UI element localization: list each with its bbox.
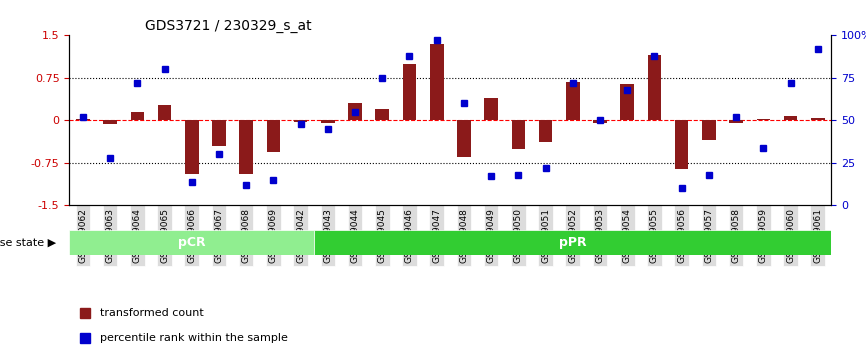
Bar (457, 120, 471, 157)
Bar (566, 82, 579, 120)
Bar (69, 35, 96, 205)
Bar (341, 35, 369, 205)
Bar (124, 35, 151, 205)
Bar (430, 44, 443, 120)
Bar (620, 84, 634, 120)
Bar (811, 118, 824, 120)
Bar (641, 35, 668, 205)
Bar (321, 120, 334, 123)
Bar (96, 35, 124, 205)
Bar (396, 35, 423, 205)
Bar (586, 35, 614, 205)
Bar (423, 35, 450, 205)
Bar (158, 105, 171, 120)
Text: disease state ▶: disease state ▶ (0, 238, 55, 247)
FancyBboxPatch shape (69, 230, 314, 255)
Bar (593, 120, 607, 123)
Text: pCR: pCR (178, 236, 205, 249)
Bar (532, 35, 559, 205)
Text: transformed count: transformed count (100, 308, 204, 318)
Bar (757, 119, 770, 120)
Text: percentile rank within the sample: percentile rank within the sample (100, 333, 288, 343)
Bar (294, 120, 307, 122)
Bar (369, 35, 396, 205)
Bar (539, 120, 553, 142)
Bar (267, 120, 281, 152)
Bar (695, 35, 722, 205)
Bar (260, 35, 287, 205)
Text: GDS3721 / 230329_s_at: GDS3721 / 230329_s_at (145, 19, 312, 33)
Bar (484, 98, 498, 120)
Bar (512, 120, 525, 149)
Bar (450, 35, 477, 205)
FancyBboxPatch shape (314, 230, 831, 255)
Bar (287, 35, 314, 205)
Bar (702, 120, 715, 140)
Bar (131, 112, 144, 120)
Bar (805, 35, 831, 205)
Bar (505, 35, 532, 205)
Bar (559, 35, 586, 205)
Bar (750, 35, 777, 205)
Bar (151, 35, 178, 205)
Bar (675, 120, 688, 169)
Bar (722, 35, 750, 205)
Bar (348, 103, 362, 120)
Bar (477, 35, 505, 205)
Bar (376, 109, 389, 120)
Bar (185, 120, 198, 174)
Bar (205, 35, 233, 205)
Bar (233, 35, 260, 205)
Bar (314, 35, 341, 205)
Bar (648, 55, 662, 120)
Bar (403, 64, 417, 120)
Bar (103, 120, 117, 124)
Bar (178, 35, 205, 205)
Bar (784, 116, 798, 120)
Bar (777, 35, 805, 205)
Bar (212, 120, 226, 146)
Text: pPR: pPR (559, 236, 586, 249)
Bar (614, 35, 641, 205)
Bar (76, 119, 90, 120)
Bar (729, 120, 743, 123)
Bar (239, 120, 253, 174)
Bar (668, 35, 695, 205)
